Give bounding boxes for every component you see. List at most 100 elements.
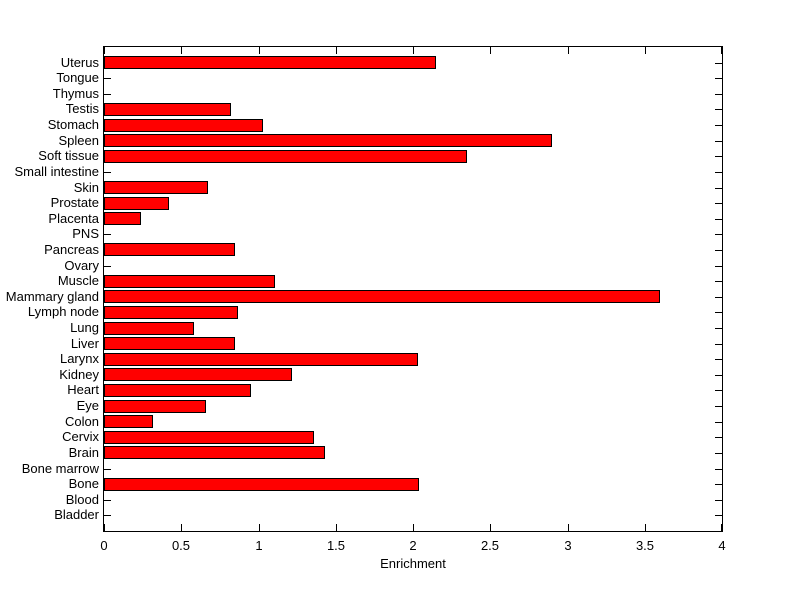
- x-tick-mark-top: [568, 47, 569, 54]
- y-tick-mark-right: [715, 281, 722, 282]
- y-tick-label: Bone marrow: [21, 461, 99, 476]
- y-tick-mark-right: [715, 156, 722, 157]
- y-tick-label: Testis: [65, 101, 99, 116]
- y-tick-mark-right: [715, 78, 722, 79]
- x-tick-mark-bottom: [181, 524, 182, 531]
- y-tick-label: Kidney: [59, 367, 99, 382]
- bar: [104, 56, 436, 69]
- y-tick-mark-right: [715, 359, 722, 360]
- y-tick-mark-left: [104, 266, 111, 267]
- x-tick-mark-bottom: [336, 524, 337, 531]
- y-tick-label: Muscle: [57, 273, 99, 288]
- y-tick-label: Stomach: [47, 117, 99, 132]
- bar: [104, 290, 660, 303]
- x-axis-label: Enrichment: [380, 556, 446, 571]
- x-tick-label: 2.5: [480, 538, 500, 553]
- y-tick-mark-right: [715, 234, 722, 235]
- bar: [104, 368, 292, 381]
- y-tick-label: Bladder: [54, 507, 99, 522]
- y-tick-mark-left: [104, 469, 111, 470]
- y-tick-mark-right: [715, 109, 722, 110]
- y-tick-mark-right: [715, 188, 722, 189]
- y-tick-mark-right: [715, 203, 722, 204]
- y-tick-mark-right: [715, 375, 722, 376]
- y-tick-mark-right: [715, 94, 722, 95]
- bar: [104, 384, 251, 397]
- bar: [104, 150, 467, 163]
- y-tick-label: Pancreas: [44, 242, 99, 257]
- y-tick-mark-right: [715, 125, 722, 126]
- y-tick-label: Mammary gland: [5, 289, 99, 304]
- bar: [104, 415, 153, 428]
- bar: [104, 134, 552, 147]
- bar: [104, 119, 263, 132]
- y-tick-mark-right: [715, 437, 722, 438]
- x-tick-mark-top: [104, 47, 105, 54]
- y-tick-label: Colon: [65, 414, 99, 429]
- bar: [104, 431, 314, 444]
- bar: [104, 337, 235, 350]
- y-tick-mark-left: [104, 500, 111, 501]
- y-tick-mark-right: [715, 141, 722, 142]
- x-tick-label: 4: [718, 538, 726, 553]
- y-tick-mark-right: [715, 422, 722, 423]
- plot-area: [103, 46, 723, 532]
- x-tick-mark-top: [181, 47, 182, 54]
- x-tick-mark-top: [336, 47, 337, 54]
- x-tick-mark-top: [645, 47, 646, 54]
- y-tick-mark-right: [715, 344, 722, 345]
- x-tick-label: 0.5: [171, 538, 191, 553]
- y-tick-mark-right: [715, 484, 722, 485]
- y-tick-label: Cervix: [62, 429, 99, 444]
- x-tick-mark-bottom: [259, 524, 260, 531]
- y-tick-mark-right: [715, 453, 722, 454]
- x-tick-mark-bottom: [721, 524, 722, 531]
- y-tick-label: Uterus: [60, 55, 99, 70]
- y-tick-mark-right: [715, 328, 722, 329]
- y-tick-label: Eye: [76, 398, 99, 413]
- y-tick-label: Lung: [70, 320, 99, 335]
- y-tick-mark-right: [715, 219, 722, 220]
- bar: [104, 103, 231, 116]
- y-tick-label: Prostate: [50, 195, 99, 210]
- y-tick-label: Lymph node: [27, 304, 99, 319]
- y-tick-label: Skin: [73, 180, 99, 195]
- y-tick-label: Tongue: [56, 70, 99, 85]
- y-tick-label: Blood: [65, 492, 99, 507]
- bar: [104, 446, 325, 459]
- x-tick-label: 3.5: [635, 538, 655, 553]
- y-tick-label: Brain: [68, 445, 99, 460]
- y-tick-label: Soft tissue: [38, 148, 99, 163]
- y-tick-label: Larynx: [59, 351, 99, 366]
- bar: [104, 353, 418, 366]
- y-tick-label: Ovary: [64, 258, 99, 273]
- y-tick-mark-right: [715, 406, 722, 407]
- y-tick-mark-right: [715, 63, 722, 64]
- x-tick-mark-bottom: [490, 524, 491, 531]
- y-tick-mark-left: [104, 172, 111, 173]
- x-tick-label: 1: [255, 538, 263, 553]
- x-tick-mark-top: [413, 47, 414, 54]
- bar: [104, 212, 141, 225]
- y-tick-label: Liver: [70, 336, 99, 351]
- x-tick-mark-bottom: [413, 524, 414, 531]
- y-tick-mark-left: [104, 94, 111, 95]
- x-tick-mark-top: [490, 47, 491, 54]
- y-tick-mark-right: [715, 515, 722, 516]
- x-tick-label: 2: [409, 538, 417, 553]
- y-tick-mark-right: [715, 266, 722, 267]
- x-tick-mark-top: [721, 47, 722, 54]
- bar: [104, 478, 419, 491]
- bar: [104, 275, 275, 288]
- y-tick-label: Thymus: [52, 86, 99, 101]
- bar: [104, 181, 208, 194]
- bar: [104, 197, 169, 210]
- bar: [104, 243, 235, 256]
- x-tick-mark-top: [259, 47, 260, 54]
- y-tick-mark-right: [715, 172, 722, 173]
- bar: [104, 400, 206, 413]
- x-tick-mark-bottom: [104, 524, 105, 531]
- y-tick-label: Spleen: [58, 133, 99, 148]
- bar: [104, 306, 238, 319]
